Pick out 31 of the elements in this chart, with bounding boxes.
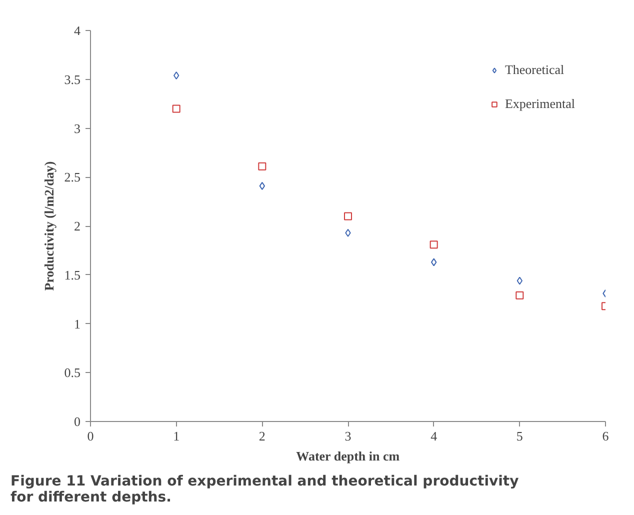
legend-label: Experimental [504,96,575,112]
point [172,104,180,113]
y-tick-label: 3 [74,120,80,136]
y-tick-label: 2 [74,218,80,234]
x-tick-label: 0 [87,428,94,444]
y-tick-label: 0 [74,414,80,429]
point [430,240,438,249]
y-tick-label: 1 [74,316,80,332]
caption: Figure 11 Variation of experimental and theoretical productivity for different depths. [10,474,519,506]
point [259,182,265,190]
point [516,276,522,285]
x-tick-label: 1 [173,428,180,444]
y-tick-label: 1.5 [64,267,80,282]
x-axis-title: Water depth in cm [296,448,400,464]
x-tick-label: 5 [516,428,523,444]
y-tick-label: 2.5 [64,170,80,185]
point [174,71,180,80]
legend-label: Theoretical [504,62,564,78]
x-tick-label: 3 [344,428,352,444]
point [344,212,352,220]
point [516,291,524,300]
y-tick-label: 0.5 [64,365,80,380]
y-tick-label: 4 [74,23,81,38]
x-tick-label: 2 [258,428,266,444]
x-tick-label: 6 [602,428,610,444]
x-tick-label: 4 [430,428,438,444]
y-tick-label: 3.5 [64,72,80,87]
point [345,228,351,237]
point [431,258,437,266]
y-axis-title: Productivity (l/m2/day) [41,161,56,291]
point [258,162,266,170]
